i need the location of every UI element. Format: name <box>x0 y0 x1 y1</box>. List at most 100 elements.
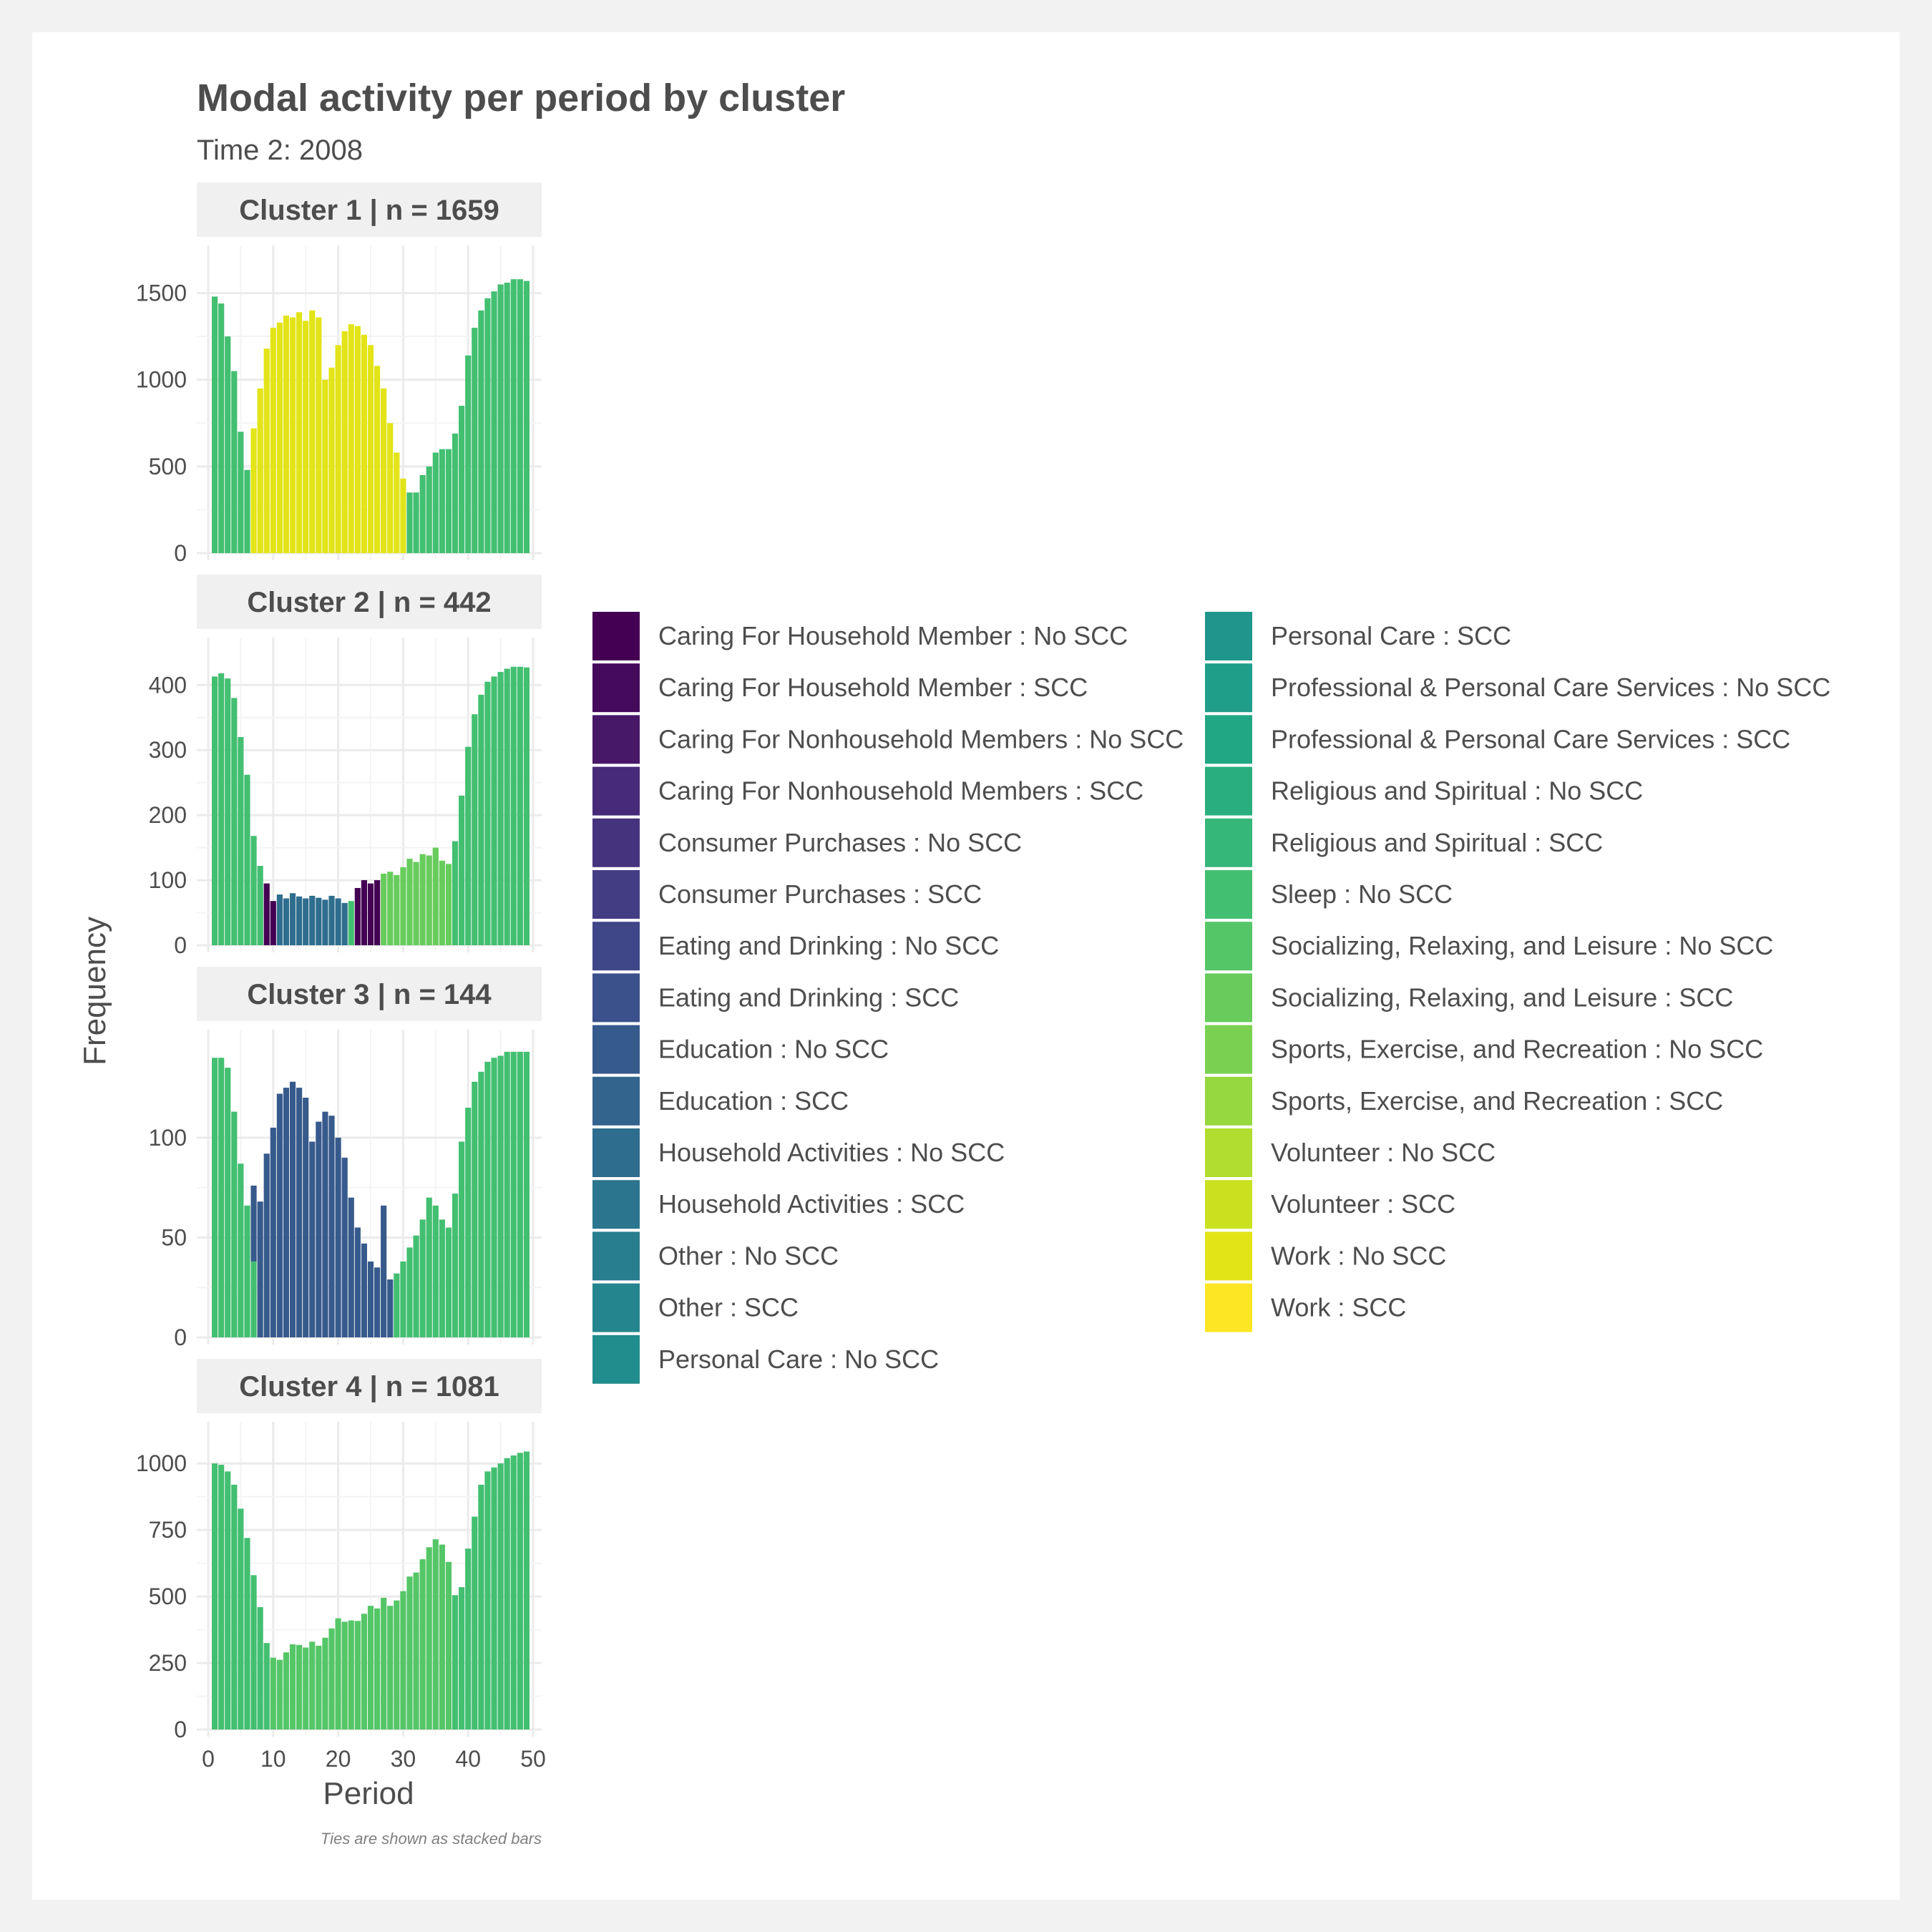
legend-key <box>592 1180 640 1229</box>
bar-period-34 <box>426 1197 432 1337</box>
legend-item: Caring For Household Member : SCC <box>592 663 1088 713</box>
y-tick-label: 0 <box>174 1717 187 1742</box>
bar-period-47 <box>510 666 517 945</box>
bar-period-2 <box>218 673 225 945</box>
legend-key <box>1205 818 1252 867</box>
legend-label: Consumer Purchases : No SCC <box>658 828 1022 857</box>
facet-strip-label: Cluster 4 | n = 1081 <box>239 1371 499 1402</box>
legend-item: Religious and Spiritual : No SCC <box>1205 766 1643 816</box>
bar-period-31 <box>406 1247 413 1337</box>
legend-item: Personal Care : SCC <box>1205 612 1511 660</box>
bar-period-28 <box>387 872 394 945</box>
bar-period-19 <box>328 1116 335 1337</box>
bar-period-29 <box>394 1273 400 1337</box>
bar-period-19 <box>328 1628 335 1729</box>
legend-label: Consumer Purchases : SCC <box>658 879 982 909</box>
bar-period-13 <box>289 1644 296 1729</box>
legend-label: Volunteer : No SCC <box>1271 1138 1496 1167</box>
bar-period-31 <box>406 859 413 945</box>
bar-period-8 <box>257 1201 263 1337</box>
bar-period-5 <box>238 737 244 945</box>
bar-period-7 <box>250 1575 257 1729</box>
bar-period-42 <box>478 1484 484 1729</box>
bar-period-12 <box>283 898 290 945</box>
bar-period-9 <box>263 883 270 945</box>
legend-item: Consumer Purchases : No SCC <box>592 818 1022 867</box>
bar-period-16 <box>309 310 316 553</box>
bar-period-20 <box>335 1618 341 1729</box>
bar-period-42 <box>478 1071 484 1337</box>
y-tick-label: 300 <box>149 737 187 763</box>
legend-label: Education : No SCC <box>658 1035 889 1064</box>
bar-period-11 <box>276 894 283 945</box>
legend-item: Professional & Personal Care Services : … <box>1205 663 1830 713</box>
bar-period-15 <box>303 1647 309 1729</box>
facet-strip-3 <box>197 967 542 1021</box>
bar-period-1 <box>211 676 218 945</box>
facet-panel-1: Cluster 1 | n = 1659 0 500 1000 1500 <box>136 182 542 566</box>
y-tick-label: 100 <box>149 867 187 893</box>
legend-label: Socializing, Relaxing, and Leisure : SCC <box>1271 982 1733 1012</box>
facet-panel-2: Cluster 2 | n = 442 0 100 200 300 400 <box>149 575 542 958</box>
x-axis-title: Period <box>323 1776 414 1811</box>
bar-period-15 <box>303 321 309 553</box>
legend-item: Caring For Nonhousehold Members : SCC <box>592 766 1143 816</box>
bar-period-24 <box>361 880 368 945</box>
legend-label: Household Activities : No SCC <box>658 1138 1005 1167</box>
bar-period-10 <box>270 1657 276 1729</box>
y-tick-label: 500 <box>149 1584 187 1609</box>
bar-period-44 <box>491 291 497 553</box>
bar-period-38 <box>452 1194 459 1337</box>
bar-period-30 <box>400 867 406 945</box>
legend-item: Other : SCC <box>592 1283 799 1332</box>
y-tick-label: 200 <box>149 802 187 828</box>
faceted-bar-chart: Modal activity per period by cluster Tim… <box>77 77 1830 1848</box>
bar-period-25 <box>367 883 374 945</box>
bar-period-36 <box>439 1219 445 1337</box>
bar-period-22 <box>348 1620 354 1729</box>
bar-period-20 <box>335 1137 341 1337</box>
bar-period-22 <box>348 901 354 945</box>
bar-period-41 <box>472 328 478 553</box>
bar-period-2 <box>218 1058 225 1337</box>
bar-period-44 <box>491 1058 497 1337</box>
legend-label: Work : SCC <box>1271 1293 1406 1322</box>
bar-period-23 <box>354 887 361 945</box>
y-tick-label: 0 <box>174 932 187 958</box>
legend-key <box>592 1283 640 1332</box>
bar-period-6 <box>244 1205 250 1337</box>
bar-period-26 <box>374 366 381 553</box>
legend-key <box>592 715 640 764</box>
bar-period-10 <box>270 1127 276 1337</box>
bar-period-23 <box>354 1227 361 1337</box>
bar-period-3 <box>225 1068 231 1337</box>
bar-period-36 <box>439 860 445 945</box>
bar-period-15 <box>303 1098 309 1337</box>
bar-period-13 <box>289 893 296 945</box>
y-tick-label: 100 <box>149 1125 187 1151</box>
bar-period-18 <box>322 379 328 553</box>
legend-item: Caring For Nonhousehold Members : No SCC <box>592 715 1184 764</box>
bar-period-41 <box>472 1081 478 1337</box>
bar-period-27 <box>381 388 387 553</box>
bar-period-36 <box>439 449 445 553</box>
bar-period-14 <box>296 896 303 945</box>
bar-period-39 <box>459 1141 465 1337</box>
legend-key <box>1205 1128 1252 1177</box>
bar-period-3 <box>225 1471 231 1729</box>
bar-period-49 <box>523 1451 530 1729</box>
bar-period-21 <box>341 1621 348 1729</box>
y-tick-label: 0 <box>174 540 187 566</box>
bar-period-48 <box>517 666 523 945</box>
legend-item: Professional & Personal Care Services : … <box>1205 715 1790 764</box>
bar-period-6 <box>244 1538 250 1729</box>
facet-panel-4: Cluster 4 | n = 1081 0 250 500 750 1000 0 10 20 3… <box>136 1359 546 1772</box>
bar-period-47 <box>510 1455 517 1729</box>
bar-period-35 <box>432 847 439 945</box>
y-tick-label: 1000 <box>136 1450 187 1476</box>
bar-period-18 <box>322 899 328 945</box>
legend-item: Sleep : No SCC <box>1205 870 1453 919</box>
bar-period-46 <box>504 668 510 945</box>
legend-label: Education : SCC <box>658 1086 849 1116</box>
